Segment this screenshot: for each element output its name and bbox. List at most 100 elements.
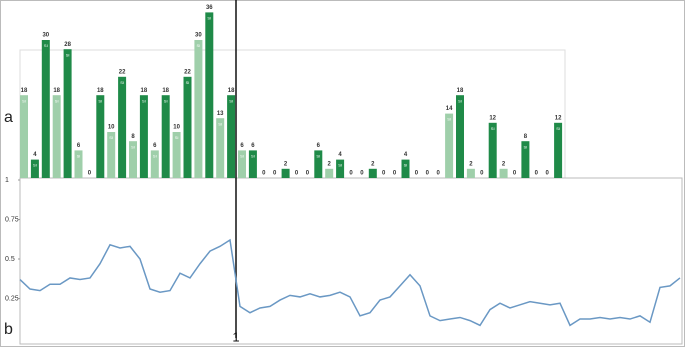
value-label: 4	[338, 152, 342, 158]
value-label: 18	[457, 88, 464, 94]
bar-inner-label: SI	[207, 15, 211, 20]
bar-inner-label: SI	[458, 98, 462, 103]
value-label: 6	[77, 143, 81, 149]
bar-inner-label: SI	[175, 135, 179, 140]
bar-inner-label: SI	[556, 126, 560, 131]
value-label: 6	[240, 143, 244, 149]
bar-inner-label: SI	[251, 153, 255, 158]
bar	[554, 122, 563, 178]
bar-inner-label: SI	[338, 163, 342, 168]
bar	[150, 150, 159, 178]
bar	[314, 150, 323, 178]
bar	[238, 150, 246, 178]
bar-inner-label: SI	[491, 126, 495, 131]
bar	[96, 95, 105, 178]
bar-inner-label: SI	[120, 80, 124, 85]
value-label: 0	[426, 171, 430, 177]
bar	[161, 95, 170, 178]
value-label: 0	[382, 171, 386, 177]
value-label: 12	[555, 115, 562, 121]
value-label: 4	[404, 152, 408, 158]
bar	[499, 168, 508, 178]
value-label: 0	[393, 171, 397, 177]
value-label: 30	[195, 33, 202, 39]
value-label: 28	[64, 42, 71, 48]
value-label: 6	[251, 143, 255, 149]
value-label: 18	[53, 88, 60, 94]
bar	[281, 168, 290, 178]
bar-inner-label: SI	[229, 98, 233, 103]
value-label: 2	[371, 161, 375, 167]
value-label: 0	[295, 171, 299, 177]
marker-label: 1	[232, 329, 239, 344]
value-label: 0	[306, 171, 310, 177]
value-label: 18	[228, 88, 235, 94]
line-series	[19, 238, 681, 327]
value-label: 18	[141, 88, 148, 94]
bar	[30, 159, 39, 178]
bar	[325, 168, 334, 178]
bar-inner-label: SI	[197, 43, 201, 48]
bar-inner-label: SI	[186, 80, 190, 85]
value-label: 18	[97, 88, 104, 94]
bar	[74, 150, 83, 178]
bar-inner-label: SI	[447, 117, 451, 122]
value-label: 10	[108, 125, 115, 131]
bar-inner-label: SI	[109, 135, 113, 140]
value-label: 2	[469, 161, 473, 167]
value-label: 6	[153, 143, 157, 149]
bar	[466, 168, 475, 178]
bar-inner-label: SI	[22, 98, 26, 103]
value-label: 0	[349, 171, 353, 177]
value-label: 2	[328, 161, 332, 167]
bar-inner-label: SI	[131, 144, 135, 149]
bar-inner-label: SI	[98, 98, 102, 103]
bar	[227, 95, 236, 178]
bar	[368, 168, 377, 178]
value-label: 8	[131, 134, 135, 140]
value-label: 8	[524, 134, 528, 140]
value-label: 0	[480, 171, 484, 177]
bar	[456, 95, 464, 178]
bar	[41, 40, 50, 178]
bar-inner-label: SI	[524, 144, 528, 149]
value-label: 36	[206, 5, 213, 11]
bar	[488, 122, 497, 178]
bar-inner-label: SI	[66, 52, 70, 57]
bar-inner-label: SI	[164, 98, 168, 103]
bar-inner-label: SI	[44, 43, 48, 48]
bar-inner-label: SI	[240, 153, 244, 158]
value-label: 0	[273, 171, 277, 177]
value-label: 18	[21, 88, 28, 94]
bar	[118, 76, 127, 178]
value-label: 0	[437, 171, 441, 177]
y-tick-label: 0.75	[5, 216, 19, 223]
bar-inner-label: SI	[153, 153, 157, 158]
value-label: 18	[162, 88, 169, 94]
bar	[107, 132, 116, 178]
value-label: 2	[284, 161, 288, 167]
panel-b-frame	[19, 177, 683, 345]
bar	[336, 159, 345, 178]
bar-inner-label: SI	[218, 121, 222, 126]
bar	[20, 95, 28, 178]
bar	[521, 141, 530, 178]
bar	[63, 49, 72, 179]
bar-inner-label: SI	[77, 153, 81, 158]
value-label: 0	[88, 171, 92, 177]
bar	[445, 113, 454, 178]
bar	[194, 40, 203, 178]
bar	[183, 76, 192, 178]
y-tick-label: 0.5	[5, 256, 15, 263]
bar	[248, 150, 257, 178]
bar-inner-label: SI	[33, 163, 37, 168]
panel-label: b	[4, 321, 13, 338]
bar-inner-label: SI	[404, 163, 408, 168]
value-label: 0	[262, 171, 266, 177]
y-tick-label: 1	[5, 177, 9, 184]
value-label: 0	[513, 171, 517, 177]
bar	[401, 159, 410, 178]
bar-inner-label: SI	[55, 98, 59, 103]
bar	[52, 95, 61, 178]
